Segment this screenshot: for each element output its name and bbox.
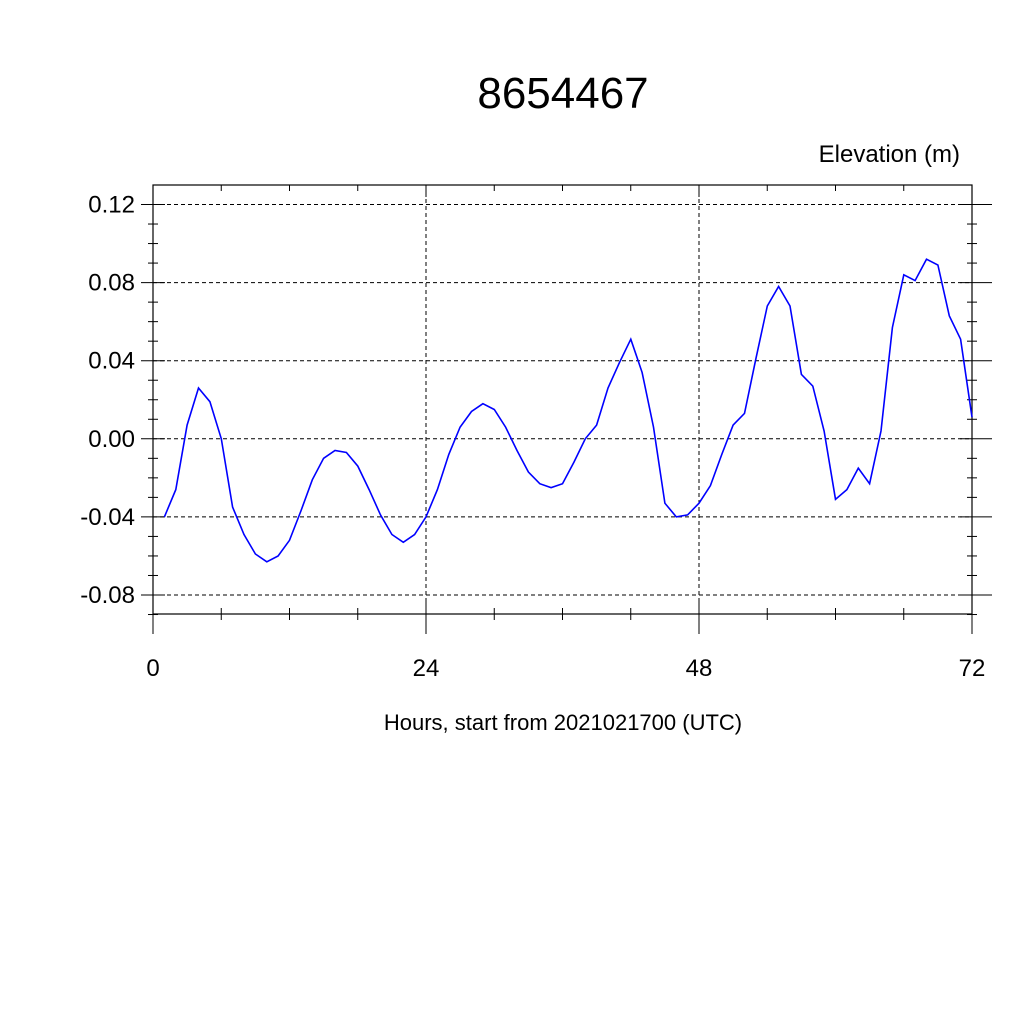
x-axis-label: Hours, start from 2021021700 (UTC) [384, 710, 742, 735]
y-tick-label: 0.08 [88, 270, 135, 297]
x-tick-label: 72 [959, 655, 986, 682]
tick-labels: -0.08 -0.04 0.00 0.04 0.08 0.12 0 24 48 72 [80, 192, 985, 683]
x-tick-label: 0 [146, 655, 159, 682]
plot-area [163, 258, 973, 563]
y-tick-label: 0.12 [88, 192, 135, 219]
elevation-line [163, 258, 973, 563]
y-tick-label: -0.04 [80, 504, 135, 531]
axes [141, 184, 992, 634]
gridlines [153, 185, 972, 614]
y-tick-label: 0.00 [88, 426, 135, 453]
chart-subtitle: Elevation (m) [819, 141, 960, 168]
y-tick-label: 0.04 [88, 348, 135, 375]
x-tick-label: 24 [413, 655, 440, 682]
x-tick-label: 48 [686, 655, 713, 682]
plot-frame [152, 184, 973, 615]
y-tick-label: -0.08 [80, 582, 135, 609]
chart-title: 8654467 [477, 69, 648, 118]
